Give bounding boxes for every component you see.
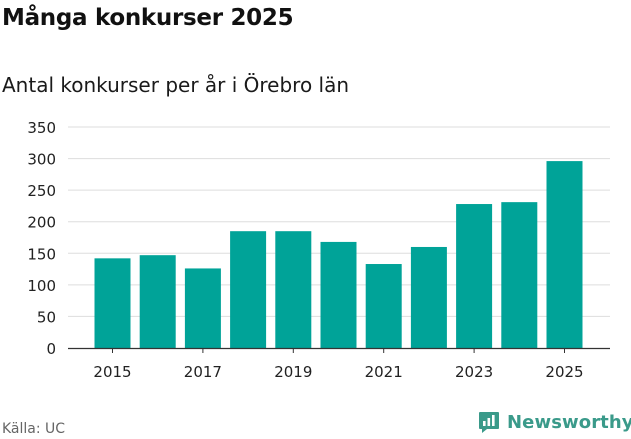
- bar-2023: [456, 204, 493, 348]
- x-tick-label: 2019: [274, 363, 312, 381]
- x-tick-label: 2021: [365, 363, 403, 381]
- bar-2024: [501, 202, 538, 348]
- bar-2022: [410, 246, 447, 348]
- bar-2019: [275, 231, 312, 348]
- axes: [68, 347, 610, 353]
- y-tick-label: 350: [27, 119, 56, 137]
- y-tick-label: 200: [27, 214, 56, 232]
- tick-labels: 0 50 100 150 200 250 300 350 2015 2017 2019 2021 202…: [27, 119, 583, 381]
- bar-2018: [230, 231, 267, 348]
- bar-2021: [365, 264, 402, 348]
- y-tick-label: 100: [27, 277, 56, 295]
- brand-name: Newsworthy: [507, 411, 631, 433]
- x-tick-label: 2017: [184, 363, 222, 381]
- brand-logo: Newsworthy: [477, 410, 631, 434]
- y-tick-label: 150: [27, 245, 56, 263]
- y-tick-label: 300: [27, 151, 56, 169]
- bar-2025: [546, 161, 583, 348]
- y-tick-label: 50: [37, 308, 56, 326]
- chart-title: Många konkurser 2025: [2, 5, 294, 31]
- bar-2016: [139, 255, 176, 348]
- source-note: Källa: UC: [2, 421, 66, 437]
- y-tick-label: 250: [27, 182, 56, 200]
- newsworthy-chart-icon: [479, 412, 499, 433]
- bar-2015: [94, 258, 131, 348]
- x-tick-label: 2023: [455, 363, 493, 381]
- x-tick-label: 2025: [545, 363, 583, 381]
- bar-chart: 0 50 100 150 200 250 300 350 2015 2017 2019 2021 202…: [27, 119, 610, 381]
- bar-2017: [184, 268, 221, 348]
- y-tick-label: 0: [46, 340, 56, 358]
- bar-2020: [320, 241, 357, 348]
- x-tick-label: 2015: [93, 363, 131, 381]
- chart-subtitle: Antal konkurser per år i Örebro län: [2, 73, 350, 97]
- bars: [94, 161, 583, 348]
